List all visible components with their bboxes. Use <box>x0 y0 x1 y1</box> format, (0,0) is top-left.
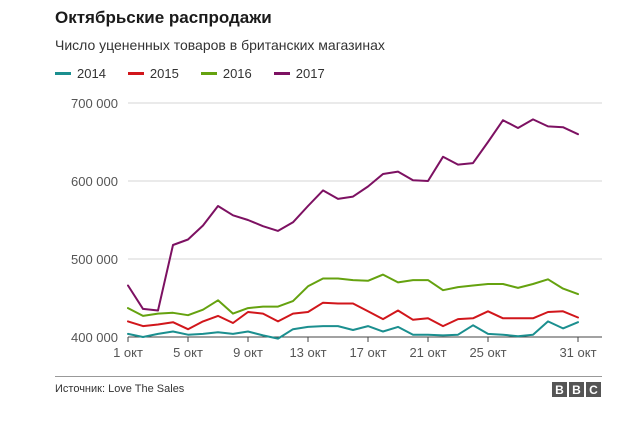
legend-swatch <box>55 72 71 75</box>
legend: 2014 2015 2016 2017 <box>55 66 347 81</box>
x-tick-label: 9 окт <box>233 345 263 360</box>
legend-swatch <box>200 72 217 75</box>
legend-label: 2015 <box>149 66 179 81</box>
legend-item-2015: 2015 <box>127 66 179 81</box>
chart-title: Октябрьские распродажи <box>55 8 272 27</box>
legend-swatch <box>127 72 144 75</box>
y-tick-label: 600 000 <box>71 174 118 189</box>
chart-subtitle: Число уцененных товаров в британских маг… <box>55 37 385 53</box>
x-tick-label: 21 окт <box>409 345 446 360</box>
bbc-logo: B B C <box>552 382 601 397</box>
series-line-2014 <box>127 320 579 340</box>
footer-divider <box>55 376 602 377</box>
legend-label: 2017 <box>295 66 325 81</box>
legend-label: 2016 <box>222 66 252 81</box>
x-tick-label: 31 окт <box>559 345 596 360</box>
series-line-2017 <box>127 118 579 312</box>
source-note: Источник: Love The Sales <box>55 383 185 395</box>
x-tick-label: 5 окт <box>173 345 203 360</box>
x-tick-label: 13 окт <box>289 345 326 360</box>
y-tick-label: 500 000 <box>71 252 118 267</box>
series-line-2015 <box>127 301 579 331</box>
y-tick-label: 400 000 <box>71 330 118 345</box>
x-tick-label: 17 окт <box>349 345 386 360</box>
logo-letter: B <box>552 382 567 397</box>
x-tick-label: 25 окт <box>469 345 506 360</box>
legend-label: 2014 <box>77 66 106 81</box>
series-line-2016 <box>127 273 579 317</box>
legend-item-2014: 2014 <box>55 66 106 81</box>
x-tick-label: 1 окт <box>113 345 143 360</box>
legend-item-2016: 2016 <box>200 66 252 81</box>
logo-letter: C <box>586 382 601 397</box>
logo-letter: B <box>569 382 584 397</box>
legend-swatch <box>273 72 290 75</box>
y-tick-label: 700 000 <box>71 96 118 111</box>
legend-item-2017: 2017 <box>273 66 325 81</box>
